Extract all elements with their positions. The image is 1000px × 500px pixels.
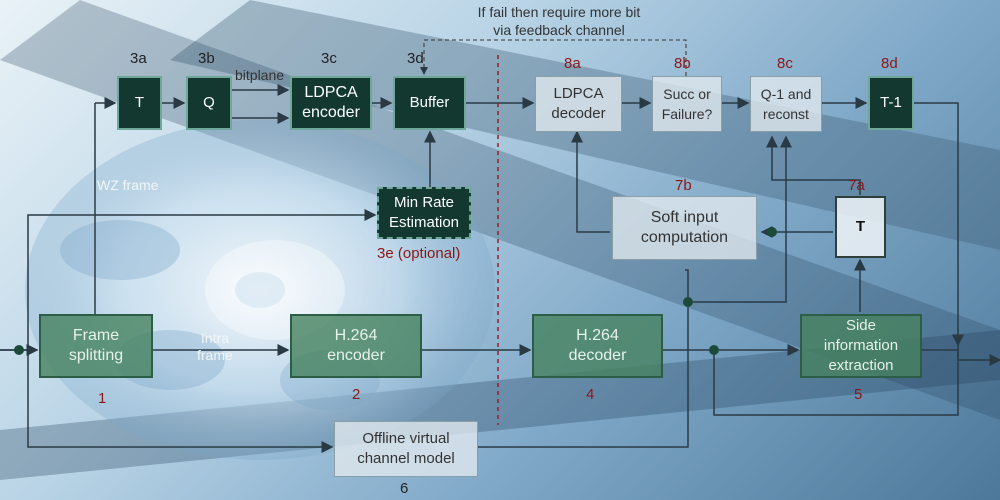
h264-encoder-block: H.264 encoder: [290, 314, 422, 378]
block-id-7b: 7b: [675, 177, 692, 194]
block-id-3b: 3b: [198, 50, 215, 67]
min-rate-estimation-block: Min Rate Estimation: [377, 187, 471, 239]
soft-input-computation-block: Soft input computation: [612, 196, 757, 260]
h264-decoder-block: H.264 decoder: [532, 314, 663, 378]
wz-frame-label: WZ frame: [97, 177, 159, 193]
succ-or-failure-block: Succ or Failure?: [652, 76, 722, 132]
ldpca-encoder-block: LDPCA encoder: [290, 76, 372, 130]
junction-dot: [14, 345, 24, 355]
block-id-6: 6: [400, 480, 409, 497]
feedback-channel-line: [420, 39, 687, 76]
block-id-3c: 3c: [321, 50, 337, 67]
block-id-7a: 7a: [848, 177, 865, 194]
block-id-3d: 3d: [407, 50, 424, 67]
t-inverse-block: T-1: [868, 76, 914, 130]
block-id-2: 2: [352, 386, 361, 403]
offline-virtual-channel-block: Offline virtual channel model: [334, 421, 478, 477]
bitplane-label: bitplane: [235, 67, 285, 83]
side-information-extraction-block: Side information extraction: [800, 314, 922, 378]
block-id-1: 1: [98, 390, 107, 407]
t-block: T: [117, 76, 162, 130]
frame-splitting-block: Frame splitting: [39, 314, 153, 378]
q-inverse-reconst-block: Q-1 and reconst: [750, 76, 822, 132]
block-id-5: 5: [854, 386, 863, 403]
junction-dot: [709, 345, 719, 355]
block-id-3e: 3e (optional): [377, 245, 461, 262]
junction-dot: [767, 227, 777, 237]
feedback-note-line2: via feedback channel: [493, 22, 625, 38]
block-id-3a: 3a: [130, 50, 147, 67]
feedback-note-line1: If fail then require more bit: [477, 4, 641, 20]
intra-frame-label: Intra frame: [197, 330, 233, 363]
q-block: Q: [186, 76, 232, 130]
block-id-4: 4: [586, 386, 595, 403]
t-7a-block: T: [835, 196, 886, 258]
block-id-8d: 8d: [881, 55, 898, 72]
block-id-8c: 8c: [777, 55, 793, 72]
block-id-8b: 8b: [674, 55, 691, 72]
block-id-8a: 8a: [564, 55, 581, 72]
buffer-block: Buffer: [393, 76, 466, 130]
junction-dot: [683, 297, 693, 307]
feedback-note: If fail then require more bit via feedba…: [434, 3, 684, 39]
ldpca-decoder-block: LDPCA decoder: [535, 76, 622, 132]
